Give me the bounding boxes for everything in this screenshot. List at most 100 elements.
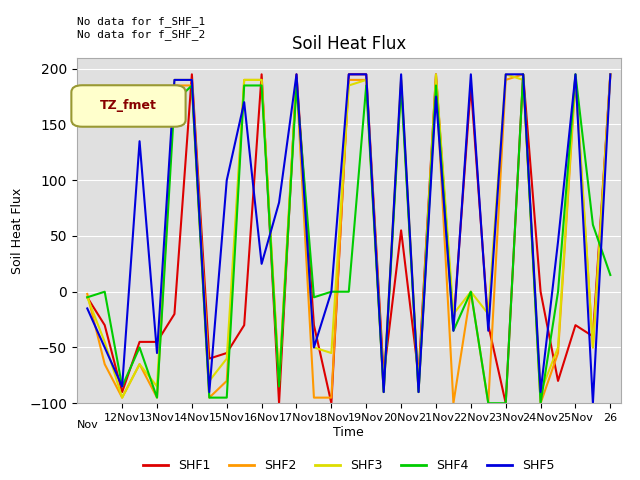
SHF1 <box>328 400 335 406</box>
SHF3 <box>118 395 126 400</box>
SHF3 <box>380 384 387 389</box>
SHF5 <box>275 200 283 205</box>
SHF3 <box>397 77 405 83</box>
SHF4 <box>153 395 161 400</box>
Title: Soil Heat Flux: Soil Heat Flux <box>292 35 406 53</box>
SHF5 <box>188 77 196 83</box>
SHF5 <box>572 72 579 77</box>
SHF5 <box>292 72 300 77</box>
SHF1 <box>519 72 527 77</box>
SHF3 <box>275 378 283 384</box>
Text: Nov: Nov <box>77 420 99 430</box>
SHF4 <box>345 289 353 295</box>
SHF4 <box>502 400 509 406</box>
SHF5 <box>415 389 422 395</box>
Line: SHF2: SHF2 <box>87 74 611 403</box>
SHF1 <box>188 72 196 77</box>
SHF3 <box>502 72 509 77</box>
SHF1 <box>484 322 492 328</box>
SHF1 <box>310 322 318 328</box>
SHF2 <box>502 77 509 83</box>
SHF4 <box>432 83 440 88</box>
SHF1 <box>537 289 545 295</box>
SHF2 <box>432 77 440 83</box>
SHF3 <box>188 77 196 83</box>
SHF1 <box>449 322 457 328</box>
SHF4 <box>607 272 614 278</box>
SHF1 <box>223 350 230 356</box>
SHF5 <box>101 345 109 350</box>
SHF4 <box>310 294 318 300</box>
SHF2 <box>153 395 161 400</box>
SHF2 <box>275 378 283 384</box>
SHF2 <box>292 77 300 83</box>
Text: TZ_fmet: TZ_fmet <box>100 99 157 112</box>
SHF3 <box>467 289 475 295</box>
X-axis label: Time: Time <box>333 426 364 439</box>
SHF2 <box>415 389 422 395</box>
SHF5 <box>484 328 492 334</box>
SHF1 <box>83 294 91 300</box>
SHF5 <box>362 72 370 77</box>
SHF1 <box>136 339 143 345</box>
SHF4 <box>572 72 579 77</box>
SHF2 <box>449 400 457 406</box>
SHF3 <box>241 77 248 83</box>
SHF2 <box>467 289 475 295</box>
SHF1 <box>153 339 161 345</box>
SHF1 <box>205 356 213 361</box>
Line: SHF3: SHF3 <box>87 74 611 397</box>
SHF4 <box>449 328 457 334</box>
SHF2 <box>258 77 266 83</box>
SHF2 <box>205 395 213 400</box>
SHF5 <box>345 72 353 77</box>
SHF4 <box>136 345 143 350</box>
SHF2 <box>397 77 405 83</box>
SHF2 <box>241 77 248 83</box>
SHF3 <box>589 345 596 350</box>
SHF5 <box>537 389 545 395</box>
SHF1 <box>101 322 109 328</box>
SHF3 <box>345 83 353 88</box>
Line: SHF4: SHF4 <box>87 74 611 403</box>
SHF1 <box>415 372 422 378</box>
FancyBboxPatch shape <box>72 85 186 127</box>
SHF5 <box>205 389 213 395</box>
SHF1 <box>258 72 266 77</box>
SHF4 <box>519 72 527 77</box>
SHF4 <box>328 289 335 295</box>
SHF3 <box>449 311 457 317</box>
SHF5 <box>554 239 562 244</box>
SHF4 <box>188 83 196 88</box>
SHF4 <box>205 395 213 400</box>
SHF4 <box>118 384 126 389</box>
SHF2 <box>188 83 196 88</box>
SHF1 <box>292 72 300 77</box>
SHF3 <box>223 356 230 361</box>
SHF5 <box>310 345 318 350</box>
SHF1 <box>467 83 475 88</box>
SHF3 <box>572 72 579 77</box>
SHF5 <box>589 400 596 406</box>
SHF5 <box>328 289 335 295</box>
SHF3 <box>101 339 109 345</box>
SHF4 <box>241 83 248 88</box>
SHF3 <box>554 345 562 350</box>
SHF3 <box>362 77 370 83</box>
SHF1 <box>572 322 579 328</box>
SHF2 <box>519 72 527 77</box>
SHF2 <box>118 395 126 400</box>
SHF2 <box>171 83 179 88</box>
SHF2 <box>362 77 370 83</box>
SHF3 <box>432 72 440 77</box>
SHF5 <box>397 72 405 77</box>
SHF2 <box>328 395 335 400</box>
SHF4 <box>362 83 370 88</box>
SHF5 <box>519 72 527 77</box>
SHF1 <box>241 322 248 328</box>
Y-axis label: Soil Heat Flux: Soil Heat Flux <box>10 187 24 274</box>
SHF3 <box>83 294 91 300</box>
SHF5 <box>432 94 440 99</box>
SHF4 <box>589 222 596 228</box>
SHF4 <box>101 289 109 295</box>
